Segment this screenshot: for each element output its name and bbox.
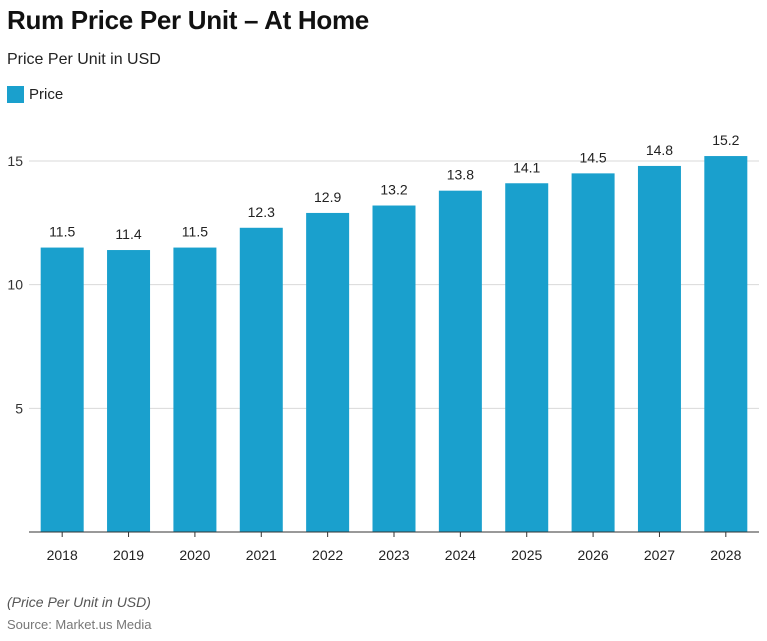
data-label-2023: 13.2 bbox=[380, 182, 407, 198]
bar-2025 bbox=[505, 183, 549, 532]
data-label-2025: 14.1 bbox=[513, 159, 540, 175]
chart-note: (Price Per Unit in USD) bbox=[7, 594, 151, 610]
x-tick-label-2022: 2022 bbox=[312, 547, 343, 563]
x-tick-label-2020: 2020 bbox=[179, 547, 210, 563]
bar-2022 bbox=[306, 212, 350, 532]
data-label-2018: 11.5 bbox=[49, 224, 75, 240]
source-credit: Source: Market.us Media bbox=[7, 617, 152, 632]
x-axis-tick-labels: 2018 2019 2020 2021 2022 2023 2024 2025 2026 2027… bbox=[47, 547, 742, 563]
bar-2027 bbox=[637, 165, 681, 533]
data-labels: 11.5 11.4 11.5 12.3 12.9 13.2 13.8 14.1 14.5 14.8… bbox=[49, 132, 740, 242]
bar-2026 bbox=[571, 173, 615, 532]
x-tick-label-2026: 2026 bbox=[578, 547, 609, 563]
bar-2028 bbox=[704, 156, 748, 532]
y-tick-label-5: 5 bbox=[15, 400, 23, 416]
bar-2023 bbox=[372, 205, 416, 532]
x-tick-label-2018: 2018 bbox=[47, 547, 78, 563]
data-label-2028: 15.2 bbox=[712, 132, 739, 148]
bars bbox=[40, 156, 748, 533]
x-tick-label-2027: 2027 bbox=[644, 547, 675, 563]
x-axis-tick-marks bbox=[61, 532, 727, 537]
bar-2019 bbox=[107, 250, 151, 533]
bar-chart: 5 10 15 11.5 11.4 11.5 12.3 12.9 13.2 13.8 14.1 14… bbox=[7, 132, 759, 563]
bar-2024 bbox=[438, 190, 482, 532]
x-tick-label-2025: 2025 bbox=[511, 547, 542, 563]
y-axis-tick-labels: 5 10 15 bbox=[7, 153, 23, 416]
x-tick-label-2019: 2019 bbox=[113, 547, 144, 563]
data-label-2026: 14.5 bbox=[579, 149, 606, 165]
data-label-2020: 11.5 bbox=[182, 224, 208, 240]
y-tick-label-15: 15 bbox=[7, 153, 23, 169]
y-tick-label-10: 10 bbox=[7, 277, 23, 293]
bar-2020 bbox=[173, 247, 217, 533]
bar-2021 bbox=[239, 227, 283, 532]
bar-2018 bbox=[40, 247, 84, 533]
data-label-2019: 11.4 bbox=[115, 226, 141, 242]
x-tick-label-2024: 2024 bbox=[445, 547, 476, 563]
chart-title: Rum Price Per Unit – At Home bbox=[7, 5, 369, 35]
legend-swatch-price bbox=[7, 86, 24, 103]
legend: Price bbox=[7, 86, 63, 103]
legend-label-price: Price bbox=[29, 86, 64, 103]
data-label-2027: 14.8 bbox=[646, 142, 673, 158]
data-label-2021: 12.3 bbox=[248, 204, 275, 220]
x-tick-label-2021: 2021 bbox=[246, 547, 277, 563]
chart-subtitle: Price Per Unit in USD bbox=[7, 51, 161, 68]
x-tick-label-2023: 2023 bbox=[378, 547, 409, 563]
data-label-2024: 13.8 bbox=[447, 167, 474, 183]
data-label-2022: 12.9 bbox=[314, 189, 341, 205]
x-tick-label-2028: 2028 bbox=[710, 547, 741, 563]
